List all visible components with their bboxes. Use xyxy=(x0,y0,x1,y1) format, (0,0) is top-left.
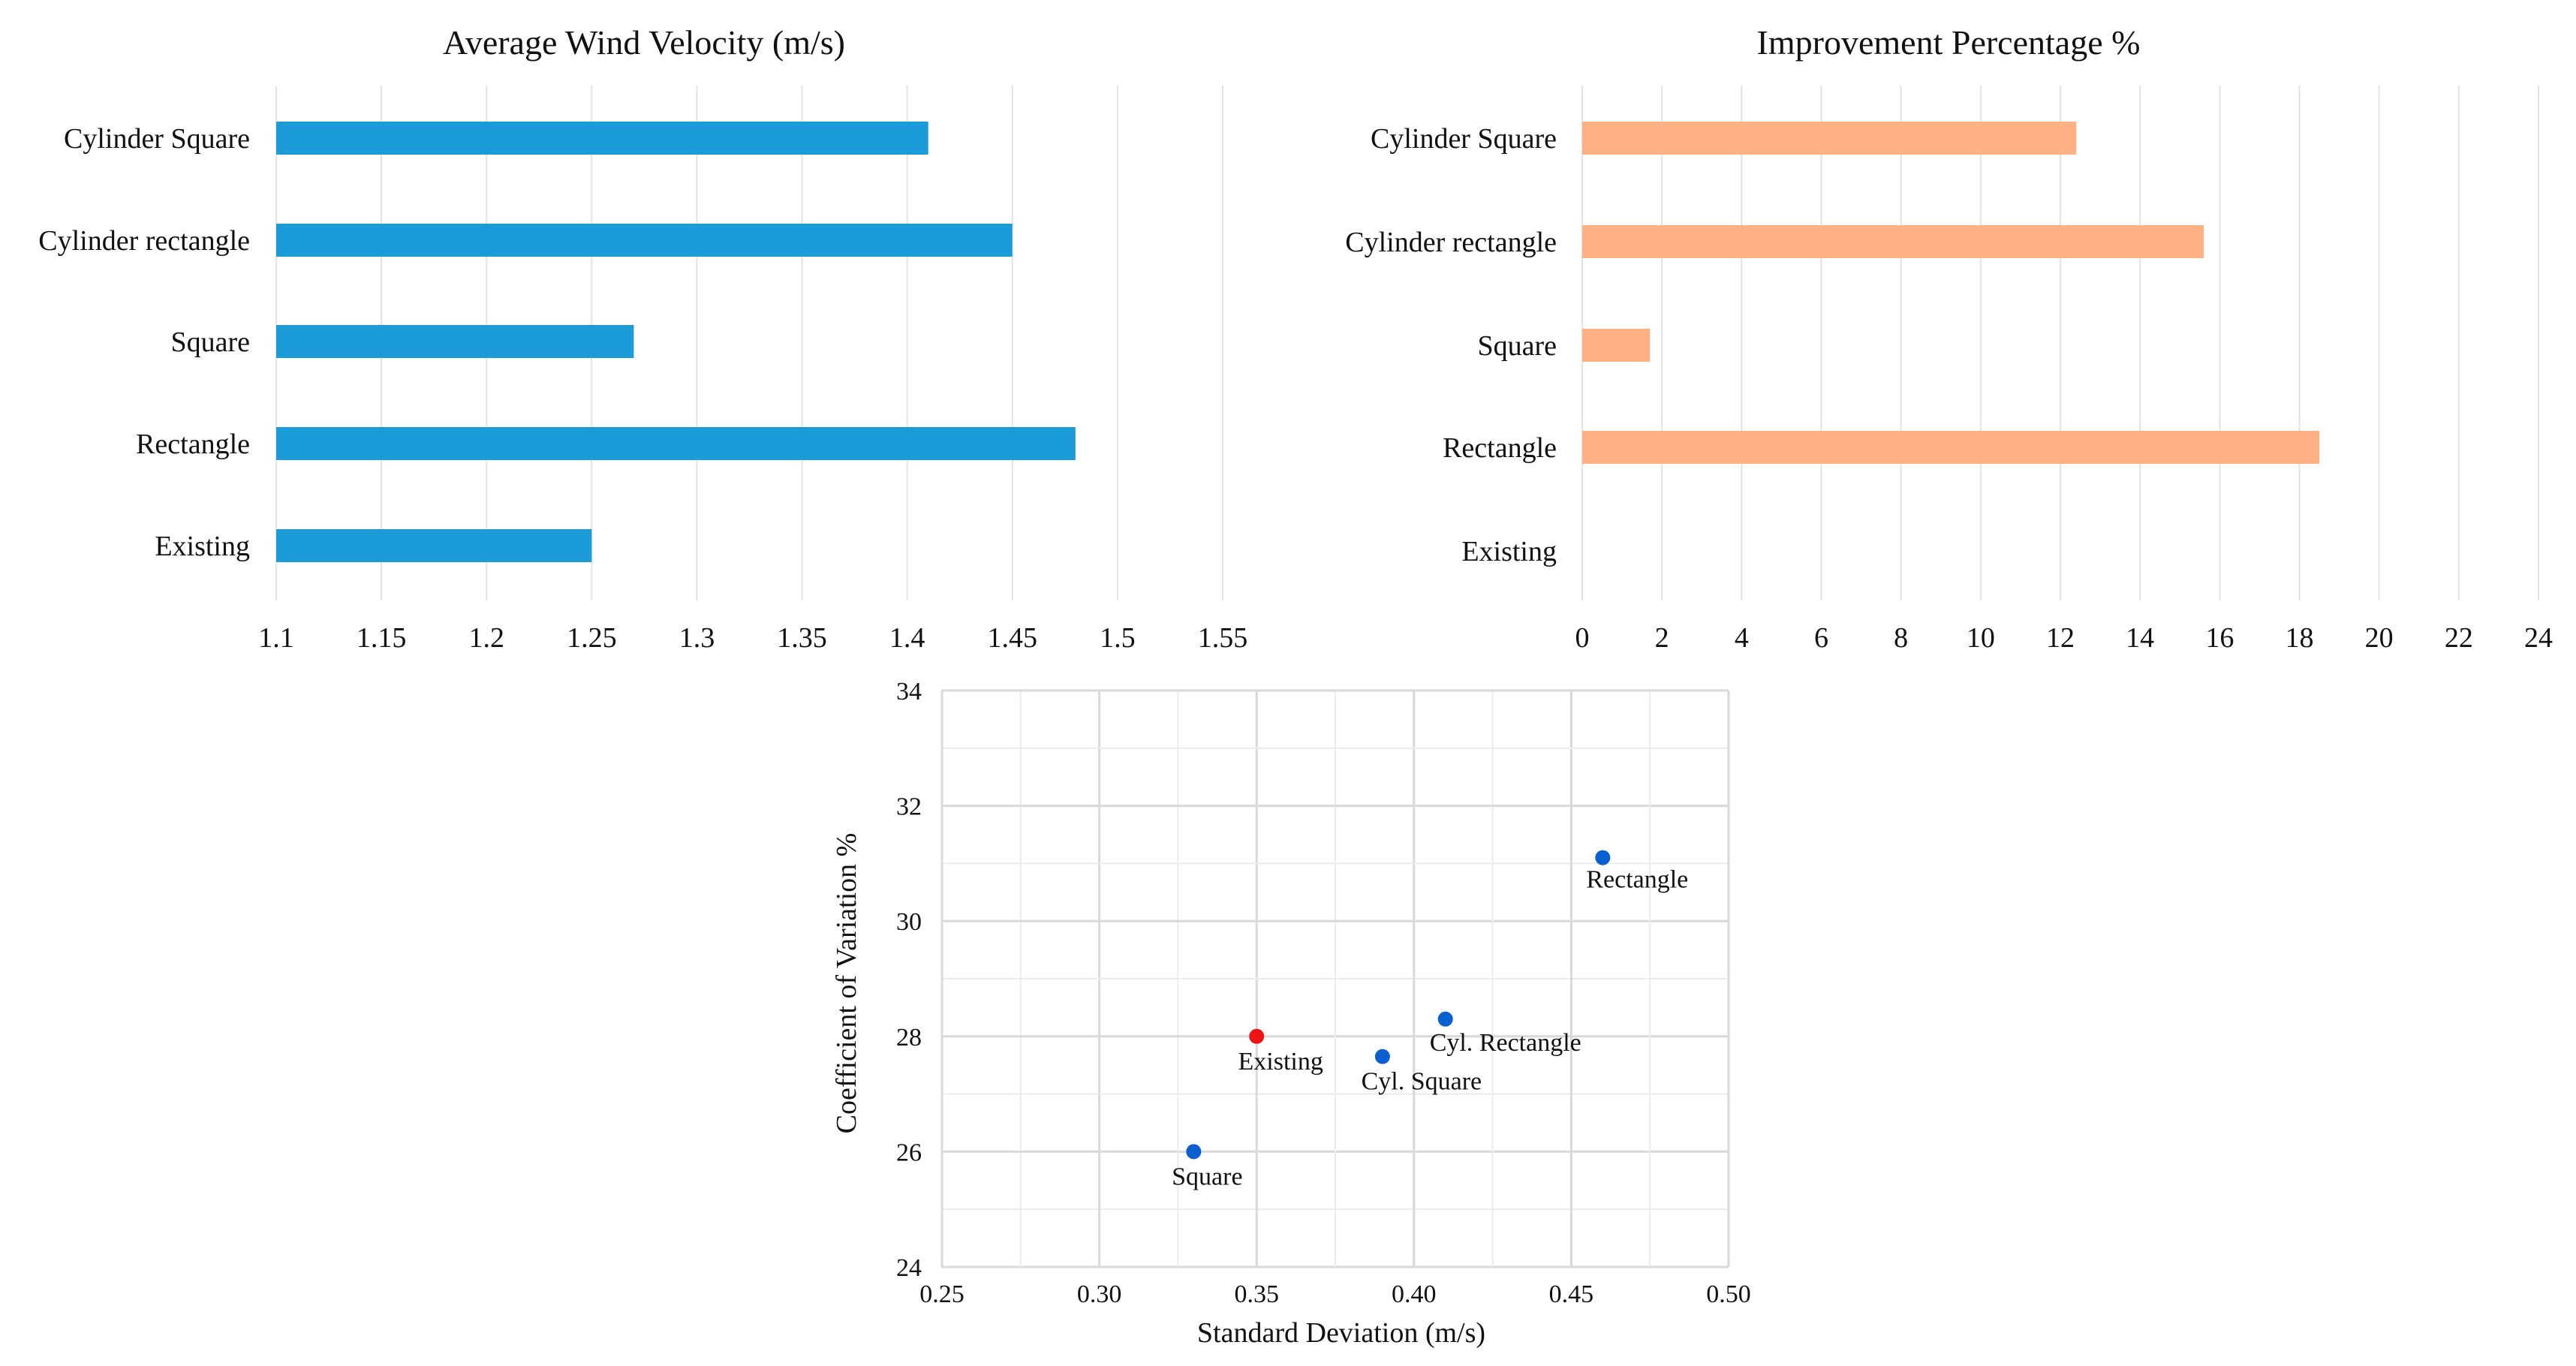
y-tick-label: 28 xyxy=(896,1024,922,1052)
bar xyxy=(276,529,592,562)
x-tick-label: 16 xyxy=(2205,622,2234,654)
chart-title: Improvement Percentage % xyxy=(1757,23,2141,62)
category-label: Square xyxy=(1477,330,1557,362)
data-point xyxy=(1249,1028,1265,1044)
y-tick-label: 30 xyxy=(896,908,922,936)
y-tick-label: 26 xyxy=(896,1139,922,1166)
data-point xyxy=(1437,1011,1453,1027)
y-tick-label: 24 xyxy=(896,1254,922,1282)
category-label: Existing xyxy=(155,531,250,562)
data-point xyxy=(1374,1049,1390,1064)
x-tick-label: 1.2 xyxy=(468,622,504,654)
x-tick-label: 1.4 xyxy=(889,622,925,654)
category-label: Square xyxy=(170,326,250,358)
y-tick-label: 34 xyxy=(896,678,922,706)
x-tick-label: 1.55 xyxy=(1198,622,1248,654)
x-tick-label: 1.3 xyxy=(679,622,715,654)
x-tick-label: 0.25 xyxy=(919,1280,964,1308)
x-tick-label: 24 xyxy=(2524,622,2553,654)
x-tick-label: 22 xyxy=(2445,622,2473,654)
x-tick-label: 12 xyxy=(2046,622,2075,654)
x-tick-label: 1.25 xyxy=(567,622,617,654)
y-tick-label: 32 xyxy=(896,793,922,821)
x-tick-label: 4 xyxy=(1735,622,1749,654)
chart-title: Average Wind Velocity (m/s) xyxy=(443,23,845,62)
bar xyxy=(1582,431,2320,464)
category-label: Rectangle xyxy=(136,429,250,460)
x-tick-label: 0.30 xyxy=(1077,1280,1122,1308)
bar xyxy=(276,122,928,155)
cv-vs-std-scatter: Standard Deviation (m/s) Coefficient of … xyxy=(831,678,1751,1349)
bar xyxy=(276,224,1013,257)
category-label: Cylinder rectangle xyxy=(38,225,250,257)
data-point-label: Rectangle xyxy=(1586,866,1688,894)
bar xyxy=(276,427,1076,460)
data-point xyxy=(1186,1144,1202,1160)
x-tick-label: 0 xyxy=(1575,622,1590,654)
x-tick-label: 14 xyxy=(2126,622,2154,654)
category-label: Rectangle xyxy=(1443,432,1557,464)
improvement-percentage-chart: Improvement Percentage % 0 2 4 6 8 10 12 14 16 18… xyxy=(1345,23,2553,654)
x-tick-label: 1.15 xyxy=(357,622,407,654)
x-tick-label: 20 xyxy=(2365,622,2394,654)
x-tick-label: 0.50 xyxy=(1706,1280,1751,1308)
category-label: Cylinder Square xyxy=(64,123,250,155)
x-tick-label: 6 xyxy=(1814,622,1828,654)
x-tick-label: 1.35 xyxy=(777,622,827,654)
x-tick-label: 1.1 xyxy=(258,622,294,654)
category-label: Cylinder rectangle xyxy=(1345,227,1557,258)
data-point-label: Square xyxy=(1172,1163,1242,1190)
category-label: Existing xyxy=(1461,536,1557,567)
x-tick-label: 1.5 xyxy=(1100,622,1136,654)
y-axis-title: Coefficient of Variation % xyxy=(831,833,862,1134)
data-point-label: Cyl. Square xyxy=(1362,1068,1482,1096)
x-tick-label: 2 xyxy=(1655,622,1669,654)
category-label: Cylinder Square xyxy=(1371,123,1557,155)
avg-wind-velocity-chart: Average Wind Velocity (m/s) 1.1 1.15 1.2 1.… xyxy=(38,23,1247,654)
bar xyxy=(276,325,634,358)
x-tick-label: 0.35 xyxy=(1234,1280,1279,1308)
data-point-label: Cyl. Rectangle xyxy=(1430,1029,1581,1057)
x-tick-label: 10 xyxy=(1967,622,1995,654)
x-tick-label: 0.45 xyxy=(1549,1280,1594,1308)
data-point-label: Existing xyxy=(1238,1048,1323,1076)
bar xyxy=(1582,329,1651,362)
x-tick-label: 8 xyxy=(1894,622,1908,654)
data-point xyxy=(1595,850,1611,865)
bar xyxy=(1582,225,2204,258)
x-tick-label: 18 xyxy=(2286,622,2314,654)
bar xyxy=(1582,122,2077,155)
x-tick-label: 1.45 xyxy=(988,622,1038,654)
x-tick-label: 0.40 xyxy=(1392,1280,1437,1308)
x-axis-title: Standard Deviation (m/s) xyxy=(1197,1317,1485,1349)
